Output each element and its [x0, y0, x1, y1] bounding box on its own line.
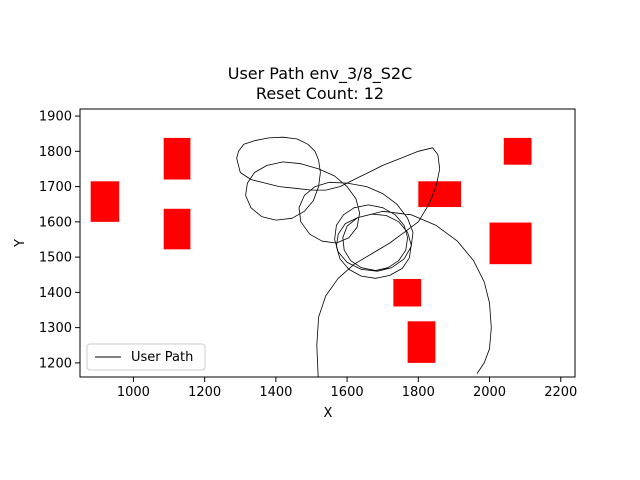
plot-frame: [79, 108, 576, 378]
x-axis: 1000 1200 1400 1600 1800 2000 2200: [117, 377, 577, 400]
obstacle-5: [503, 137, 532, 165]
y-tick-label-1900: 1900: [39, 110, 72, 125]
obstacle-1: [90, 181, 120, 222]
y-tick-label-1400: 1400: [39, 286, 72, 301]
path-layer: [236, 136, 492, 377]
x-tick-label-2000: 2000: [473, 385, 506, 400]
x-tick-label-1600: 1600: [331, 385, 364, 400]
obstacle-8: [407, 321, 436, 363]
y-tick-label-1300: 1300: [39, 321, 72, 336]
obstacle-3: [163, 208, 191, 250]
obstacle-2: [163, 137, 191, 180]
x-tick-label-2200: 2200: [544, 385, 577, 400]
obstacles-layer: [90, 137, 532, 363]
x-axis-label: X: [324, 406, 333, 421]
chart-subtitle: Reset Count: 12: [256, 84, 384, 103]
y-tick-label-1600: 1600: [39, 215, 72, 230]
y-axis: 1200 1300 1400 1500 1600 1700 1800 1900: [39, 110, 80, 371]
x-tick-label-1400: 1400: [259, 385, 292, 400]
obstacle-6: [489, 222, 532, 265]
y-tick-label-1800: 1800: [39, 145, 72, 160]
legend: User Path: [86, 343, 206, 371]
legend-entry-user-path: User Path: [131, 350, 193, 365]
y-axis-label: Y: [13, 239, 28, 248]
y-tick-label-1500: 1500: [39, 251, 72, 266]
obstacle-7: [393, 278, 422, 307]
x-tick-label-1000: 1000: [117, 385, 150, 400]
y-tick-label-1200: 1200: [39, 356, 72, 371]
series-line-user-path: [236, 136, 492, 377]
y-tick-label-1700: 1700: [39, 180, 72, 195]
legend-box: [86, 343, 206, 371]
x-tick-label-1800: 1800: [402, 385, 435, 400]
chart-title: User Path env_3/8_S2C: [228, 64, 413, 84]
x-tick-label-1200: 1200: [188, 385, 221, 400]
obstacle-4: [418, 181, 462, 208]
